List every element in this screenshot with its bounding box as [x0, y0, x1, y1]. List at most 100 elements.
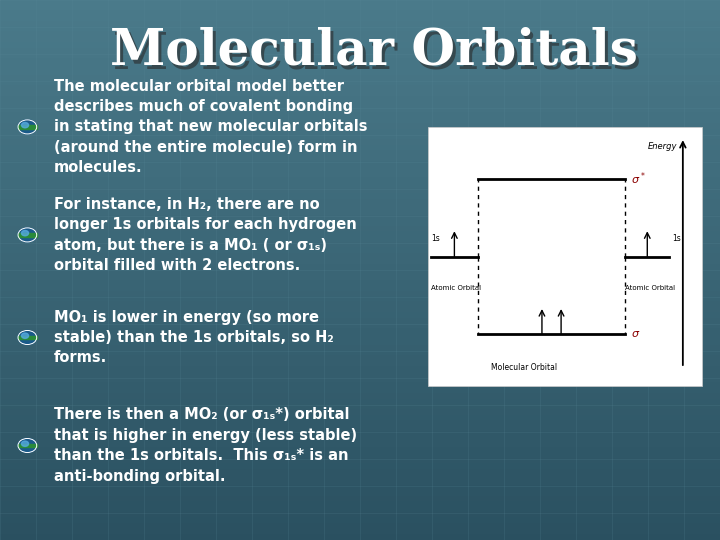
Bar	[0, 70, 720, 76]
Bar	[0, 86, 720, 92]
Bar	[0, 292, 720, 297]
Bar	[0, 475, 720, 481]
Bar	[0, 162, 720, 167]
Bar	[0, 184, 720, 189]
Bar	[0, 227, 720, 232]
Bar	[0, 535, 720, 540]
Bar	[0, 135, 720, 140]
Text: There is then a MO₂ (or σ₁ₛ*) orbital
that is higher in energy (less stable)
tha: There is then a MO₂ (or σ₁ₛ*) orbital th…	[54, 407, 357, 484]
Bar	[0, 189, 720, 194]
Text: Molecular Orbitals: Molecular Orbitals	[113, 30, 642, 79]
Bar	[0, 146, 720, 151]
Bar	[0, 319, 720, 324]
Bar	[0, 38, 720, 43]
Bar	[0, 529, 720, 535]
Text: Atomic Orbital: Atomic Orbital	[431, 285, 481, 291]
Bar	[0, 32, 720, 38]
Bar	[0, 405, 720, 410]
Circle shape	[18, 330, 37, 345]
Bar	[0, 351, 720, 356]
Bar	[0, 400, 720, 405]
Bar	[0, 243, 720, 248]
Bar	[0, 119, 720, 124]
Bar	[0, 92, 720, 97]
Bar	[0, 329, 720, 335]
Bar	[0, 173, 720, 178]
Bar	[0, 448, 720, 454]
Bar	[0, 205, 720, 211]
Text: $\sigma$: $\sigma$	[631, 329, 640, 339]
Bar	[0, 394, 720, 400]
Bar	[0, 178, 720, 184]
Bar	[18, 336, 37, 339]
Bar	[0, 108, 720, 113]
Bar	[0, 367, 720, 373]
Bar	[0, 513, 720, 518]
Bar	[0, 362, 720, 367]
Bar	[0, 427, 720, 432]
Bar	[0, 324, 720, 329]
Bar	[18, 444, 37, 447]
Bar	[0, 410, 720, 416]
Bar	[0, 248, 720, 254]
Bar	[0, 65, 720, 70]
Text: Molecular Orbitals: Molecular Orbitals	[110, 27, 639, 76]
Bar	[18, 233, 37, 237]
Bar	[0, 151, 720, 157]
Bar	[0, 200, 720, 205]
Bar	[0, 416, 720, 421]
Bar	[0, 270, 720, 275]
Bar	[0, 43, 720, 49]
Bar	[0, 130, 720, 135]
Bar	[0, 254, 720, 259]
Bar	[0, 76, 720, 81]
Bar	[0, 157, 720, 162]
Circle shape	[18, 228, 37, 242]
Circle shape	[22, 231, 29, 236]
Text: Energy: Energy	[648, 143, 678, 151]
Text: The molecular orbital model better
describes much of covalent bonding
in stating: The molecular orbital model better descr…	[54, 79, 367, 175]
Bar	[0, 22, 720, 27]
Bar	[0, 211, 720, 216]
Bar	[0, 275, 720, 281]
Circle shape	[22, 123, 29, 128]
Bar	[0, 373, 720, 378]
Bar	[0, 481, 720, 486]
Bar	[0, 59, 720, 65]
Bar	[0, 356, 720, 362]
Bar	[0, 378, 720, 383]
Text: $\sigma^*$: $\sigma^*$	[631, 171, 646, 187]
Bar	[0, 518, 720, 524]
Circle shape	[22, 333, 29, 339]
Bar	[0, 103, 720, 108]
Bar	[0, 113, 720, 119]
Circle shape	[18, 438, 37, 453]
Bar	[0, 27, 720, 32]
Bar	[0, 238, 720, 243]
Text: For instance, in H₂, there are no
longer 1s orbitals for each hydrogen
atom, but: For instance, in H₂, there are no longer…	[54, 197, 356, 273]
Bar	[0, 497, 720, 502]
Bar	[0, 11, 720, 16]
Bar	[0, 97, 720, 103]
Bar	[0, 232, 720, 238]
Bar	[0, 486, 720, 491]
Bar	[0, 454, 720, 459]
Bar	[0, 281, 720, 286]
Text: 1s: 1s	[672, 234, 680, 243]
Bar	[0, 470, 720, 475]
Bar	[0, 194, 720, 200]
Bar	[0, 54, 720, 59]
Bar	[18, 125, 37, 129]
Bar	[0, 140, 720, 146]
Bar	[428, 127, 702, 386]
Bar	[0, 432, 720, 437]
Bar	[0, 437, 720, 443]
Bar	[0, 216, 720, 221]
Bar	[0, 16, 720, 22]
Bar	[0, 335, 720, 340]
Bar	[0, 81, 720, 86]
Bar	[0, 313, 720, 319]
Text: Molecular Orbital: Molecular Orbital	[491, 363, 557, 373]
Bar	[0, 286, 720, 292]
Bar	[0, 302, 720, 308]
